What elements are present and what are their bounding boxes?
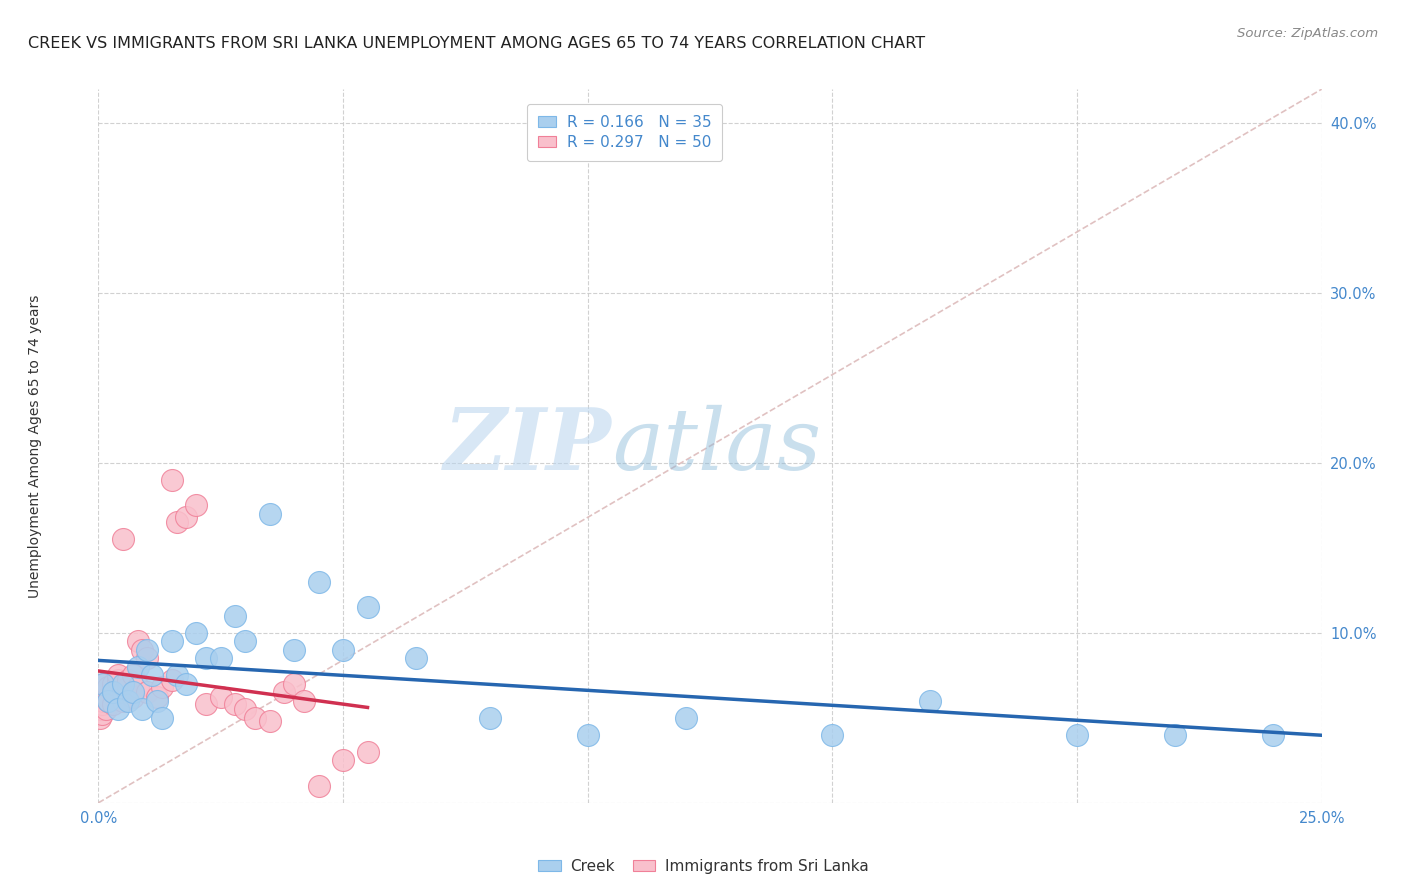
Point [332,753,354,767]
Legend: R = 0.166   N = 35, R = 0.297   N = 50: R = 0.166 N = 35, R = 0.297 N = 50 [527,104,721,161]
Point [160,673,183,688]
Point [101,677,124,691]
Point [117,694,139,708]
Point [90,707,112,722]
Point [160,473,183,487]
Point [160,634,183,648]
Point [1066,728,1088,742]
Point [111,694,134,708]
Point [146,694,169,708]
Point [259,714,281,729]
Point [107,668,129,682]
Point [186,626,208,640]
Point [920,694,942,708]
Point [1261,728,1284,742]
Point [195,651,218,665]
Point [259,507,281,521]
Point [131,643,153,657]
Point [332,643,354,657]
Point [107,673,129,688]
Point [90,702,112,716]
Point [356,600,378,615]
Point [89,698,111,712]
Point [821,728,844,742]
Point [405,651,427,665]
Text: Source: ZipAtlas.com: Source: ZipAtlas.com [1237,27,1378,40]
Point [233,634,256,648]
Text: Unemployment Among Ages 65 to 74 years: Unemployment Among Ages 65 to 74 years [28,294,42,598]
Point [292,694,315,708]
Point [107,702,129,716]
Point [136,651,159,665]
Point [127,660,149,674]
Point [195,698,218,712]
Point [111,685,134,699]
Point [91,694,114,708]
Point [675,711,697,725]
Point [101,698,124,712]
Point [101,685,124,699]
Point [224,608,246,623]
Point [127,680,149,694]
Point [150,680,173,694]
Text: atlas: atlas [612,405,821,487]
Point [136,685,159,699]
Point [94,702,117,716]
Point [273,685,295,699]
Point [224,698,246,712]
Point [243,711,266,725]
Point [121,668,143,682]
Point [101,685,124,699]
Point [576,728,599,742]
Point [209,690,232,705]
Point [146,690,169,705]
Point [1164,728,1187,742]
Point [111,677,134,691]
Point [91,685,114,699]
Point [283,643,305,657]
Point [97,680,120,694]
Point [117,673,139,688]
Point [89,702,111,716]
Point [91,698,114,712]
Point [131,702,153,716]
Point [97,694,120,708]
Point [308,574,330,589]
Point [117,680,139,694]
Point [97,690,120,705]
Point [166,516,188,530]
Text: ZIP: ZIP [444,404,612,488]
Point [176,510,198,524]
Text: CREEK VS IMMIGRANTS FROM SRI LANKA UNEMPLOYMENT AMONG AGES 65 TO 74 YEARS CORREL: CREEK VS IMMIGRANTS FROM SRI LANKA UNEMP… [28,36,925,51]
Point [90,694,112,708]
Point [127,634,149,648]
Legend: Creek, Immigrants from Sri Lanka: Creek, Immigrants from Sri Lanka [531,853,875,880]
Point [356,745,378,759]
Point [136,643,159,657]
Point [121,685,143,699]
Point [166,668,188,682]
Point [97,694,120,708]
Point [233,702,256,716]
Point [209,651,232,665]
Point [283,677,305,691]
Point [91,677,114,691]
Point [121,690,143,705]
Point [176,677,198,691]
Point [141,668,163,682]
Point [308,779,330,793]
Point [186,499,208,513]
Point [478,711,501,725]
Point [150,711,173,725]
Point [91,677,114,691]
Point [89,711,111,725]
Point [111,533,134,547]
